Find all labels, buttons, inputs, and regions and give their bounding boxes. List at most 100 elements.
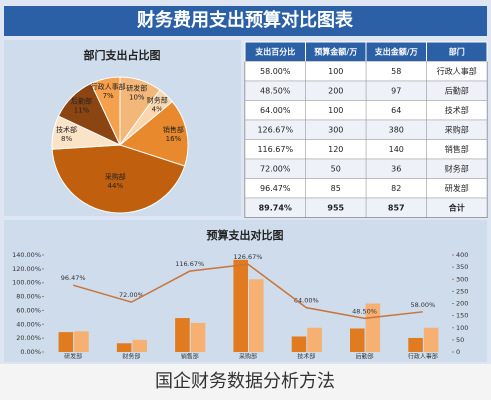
cell-text: 合计 [448, 202, 465, 212]
slice-value: 44% [108, 182, 124, 190]
slice-label: 后勤部 [71, 97, 92, 106]
x-tick-label: 采购部 [239, 353, 257, 361]
y2-tick-label: 350 [456, 263, 468, 271]
header-text: 支出百分比 [254, 46, 295, 56]
data-label: 64.00% [294, 297, 319, 305]
header-text: 支出金额/万 [374, 46, 418, 56]
y-tick-label: 20.00% [16, 334, 41, 342]
bar [249, 279, 264, 352]
data-label: 126.67% [234, 253, 263, 261]
y2-tick-label: 200 [456, 300, 468, 308]
bar [190, 322, 206, 352]
slice-label: 技术部 [56, 125, 77, 134]
y2-tick-label: 150 [456, 312, 468, 320]
slice-label: 财务部 [147, 95, 168, 104]
slice-value: 10% [129, 93, 145, 101]
x-tick-label: 销售部 [181, 353, 199, 361]
y-tick-label: 80.00% [16, 293, 41, 301]
data-label: 48.50% [352, 307, 377, 315]
y-tick-label: 140.00% [12, 251, 41, 259]
cell-text: 48.50% [260, 86, 291, 95]
y-tick-label: 120.00% [12, 265, 41, 273]
cell-text: 100 [328, 106, 343, 115]
pie-slice [90, 76, 121, 146]
bar [291, 336, 307, 352]
y2-tick-label: 50 [456, 336, 464, 344]
y2-tick-label: 0 [456, 348, 460, 356]
cell-text: 100 [328, 67, 343, 76]
cell-text: 行政人事部 [437, 66, 477, 76]
x-tick-label: 研发部 [64, 353, 82, 361]
caption: 国企财务数据分析方法 [155, 371, 335, 392]
slice-label: 采购部 [105, 172, 126, 181]
cell-text: 58.00% [260, 67, 291, 76]
header-text: 部门 [449, 46, 465, 56]
bar [175, 318, 190, 352]
cell-text: 97 [391, 86, 401, 95]
bar [423, 327, 439, 352]
cell-text: 82 [391, 184, 401, 193]
caption-bar [0, 364, 491, 400]
data-label: 96.47% [61, 274, 86, 282]
cell-text: 380 [389, 125, 404, 134]
pie-slice [51, 144, 186, 214]
cell-text: 研发部 [445, 183, 469, 193]
x-tick-label: 行政人事部 [408, 353, 438, 361]
bar [58, 332, 74, 352]
x-tick-label: 后勤部 [356, 353, 374, 361]
cell-text: 64 [391, 106, 401, 115]
y-tick-label: 0.00% [20, 348, 41, 356]
y2-tick-label: 300 [456, 275, 468, 283]
cell-text: 126.67% [257, 125, 293, 134]
cell-text: 96.47% [260, 184, 291, 193]
data-label: 58.00% [410, 301, 435, 309]
cell-text: 50 [331, 164, 341, 173]
slice-value: 11% [74, 107, 90, 115]
cell-text: 116.67% [257, 145, 293, 154]
cell-text: 200 [328, 86, 343, 95]
x-tick-label: 技术部 [297, 353, 315, 361]
y2-tick-label: 400 [456, 251, 468, 259]
cell-text: 36 [391, 164, 401, 173]
bar [233, 259, 248, 352]
line [72, 263, 423, 320]
slice-label: 行政人事部 [91, 82, 126, 91]
cell-text: 89.74% [259, 203, 292, 212]
y2-tick-label: 250 [456, 287, 468, 295]
cell-text: 64.00% [260, 106, 291, 115]
cell-text: 72.00% [260, 164, 291, 173]
cell-text: 85 [331, 184, 341, 193]
slice-value: 8% [61, 135, 72, 143]
y2-tick-label: 100 [456, 324, 468, 332]
title-banner [4, 6, 487, 36]
cell-text: 采购部 [445, 124, 469, 134]
cell-text: 技术部 [445, 105, 469, 115]
y-tick-label: 100.00% [12, 279, 41, 287]
bar [365, 303, 381, 352]
y-tick-label: 60.00% [16, 306, 41, 314]
slice-value: 4% [152, 105, 163, 113]
page-title: 财务费用支出预算对比图表 [137, 9, 354, 31]
data-label: 116.67% [175, 260, 204, 268]
bar [74, 331, 89, 352]
bar [350, 328, 365, 352]
cell-text: 58 [391, 67, 401, 76]
chart-title: 部门支出占比图 [84, 48, 161, 62]
pie-slice [118, 100, 189, 167]
cell-text: 后勤部 [445, 85, 469, 95]
data-label: 72.00% [119, 291, 144, 299]
header-text: 预算金额/万 [314, 46, 357, 56]
cell-text: 955 [327, 203, 344, 212]
cell-text: 销售部 [445, 144, 469, 154]
slice-label: 研发部 [126, 83, 147, 92]
bar [307, 327, 322, 352]
y-tick-label: 40.00% [16, 320, 41, 328]
cell-text: 300 [328, 125, 343, 134]
bar [116, 343, 132, 352]
cell-text: 857 [388, 203, 405, 212]
x-tick-label: 财务部 [122, 353, 140, 361]
cell [244, 197, 306, 218]
slice-label: 销售部 [163, 125, 184, 134]
bar [408, 337, 423, 352]
